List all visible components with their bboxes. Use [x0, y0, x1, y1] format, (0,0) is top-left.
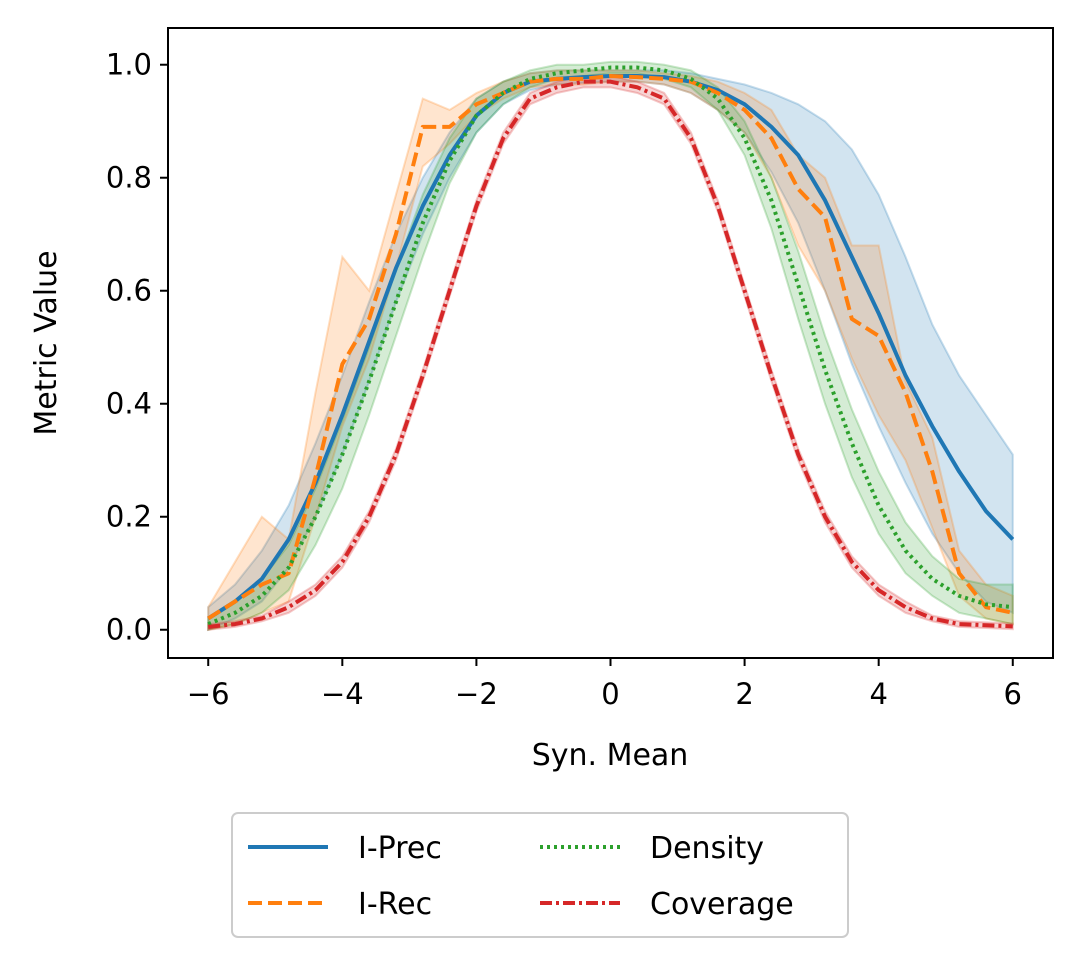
- line-i-rec: [207, 74, 1014, 621]
- x-tick-label: −4: [321, 677, 364, 711]
- y-tick-label: 0.0: [106, 613, 152, 647]
- line-coverage: [208, 79, 1013, 629]
- x-tick-label: −2: [455, 677, 498, 711]
- x-tick-label: 2: [735, 677, 753, 711]
- legend-label-i-prec: I-Prec: [358, 831, 442, 866]
- band-i-rec: [207, 69, 1014, 631]
- y-tick-label: 0.4: [106, 387, 152, 421]
- x-axis-label: Syn. Mean: [532, 738, 689, 773]
- x-axis: −6 −4 −2 0 2 4 6: [187, 658, 1022, 711]
- legend-label-coverage: Coverage: [650, 887, 794, 922]
- y-tick-label: 1.0: [106, 48, 152, 82]
- y-tick-label: 0.2: [106, 500, 152, 534]
- y-axis-label: Metric Value: [29, 250, 64, 435]
- legend: I-Prec Density I-Rec Coverage: [231, 812, 849, 938]
- legend-label-i-rec: I-Rec: [358, 887, 432, 922]
- y-tick-label: 0.6: [106, 274, 152, 308]
- y-axis: 0.0 0.2 0.4 0.6 0.8 1.0: [106, 48, 168, 647]
- legend-box: [231, 812, 849, 938]
- legend-label-density: Density: [650, 831, 764, 866]
- x-tick-label: 6: [1004, 677, 1022, 711]
- line-density: [207, 65, 1013, 626]
- x-tick-label: 0: [601, 677, 619, 711]
- x-tick-label: 4: [869, 677, 887, 711]
- y-tick-label: 0.8: [106, 161, 152, 195]
- x-tick-label: −6: [187, 677, 230, 711]
- series-lines: [207, 65, 1015, 629]
- band-i-prec: [207, 69, 1014, 632]
